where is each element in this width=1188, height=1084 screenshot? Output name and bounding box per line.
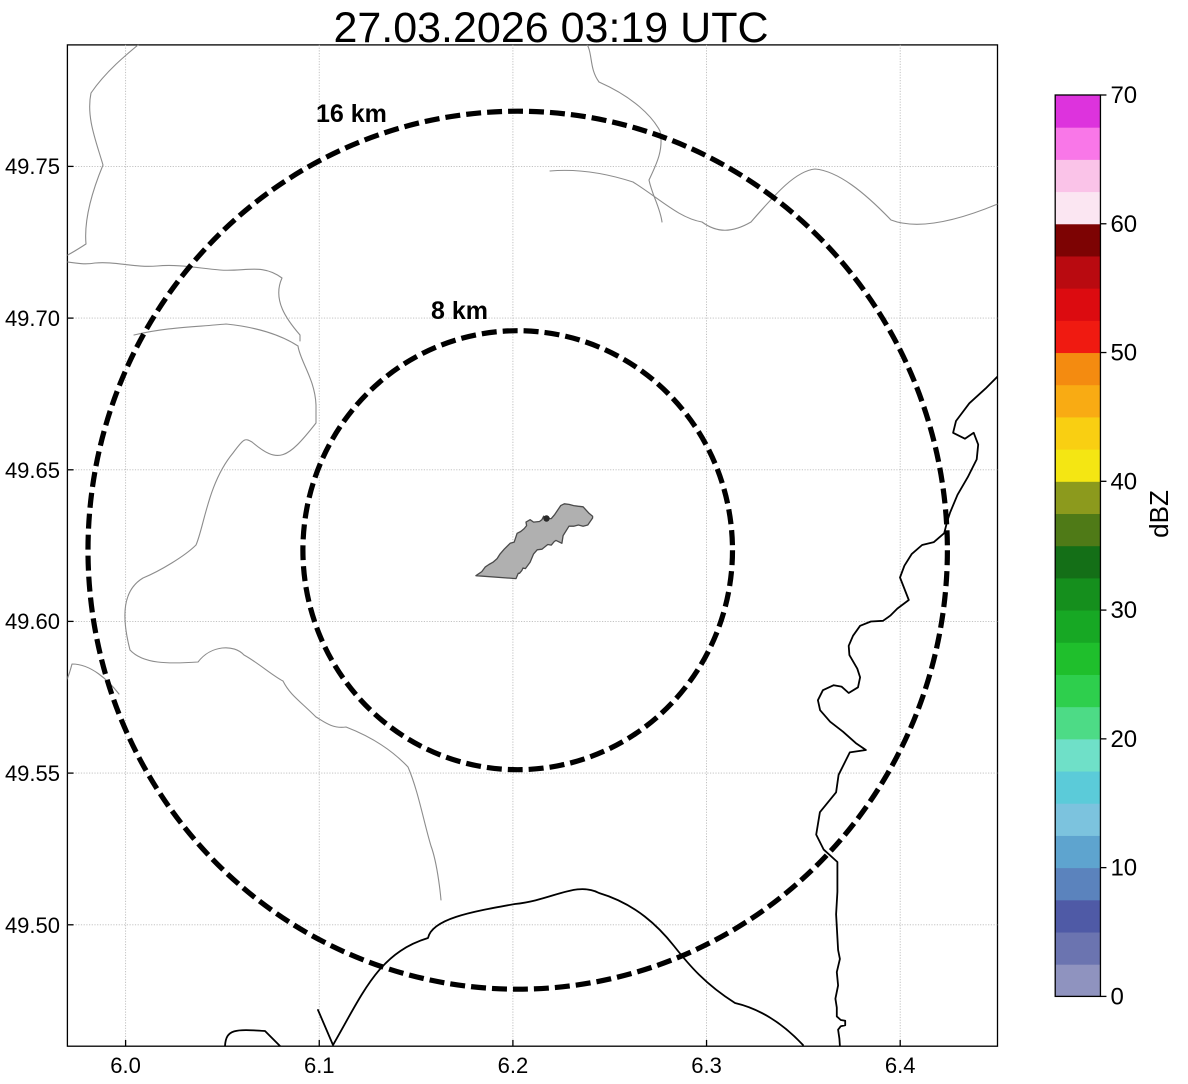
svg-text:50: 50 <box>1110 340 1137 367</box>
svg-text:8 km: 8 km <box>431 297 488 325</box>
svg-text:49.55: 49.55 <box>5 761 60 786</box>
svg-text:6.0: 6.0 <box>110 1053 141 1078</box>
svg-text:30: 30 <box>1110 597 1137 624</box>
svg-text:6.2: 6.2 <box>498 1053 529 1078</box>
svg-text:6.4: 6.4 <box>885 1053 916 1078</box>
svg-text:0: 0 <box>1110 983 1123 1010</box>
svg-text:49.50: 49.50 <box>5 913 60 938</box>
svg-text:6.1: 6.1 <box>304 1053 335 1078</box>
svg-text:10: 10 <box>1110 855 1137 882</box>
svg-text:6.3: 6.3 <box>691 1053 722 1078</box>
svg-text:40: 40 <box>1110 468 1137 495</box>
svg-text:16 km: 16 km <box>316 100 387 128</box>
svg-text:49.65: 49.65 <box>5 458 60 483</box>
svg-text:dBZ: dBZ <box>1144 490 1174 538</box>
svg-text:49.70: 49.70 <box>5 306 60 331</box>
svg-text:20: 20 <box>1110 726 1137 753</box>
svg-text:70: 70 <box>1110 82 1137 109</box>
svg-text:49.75: 49.75 <box>5 154 60 179</box>
svg-text:60: 60 <box>1110 211 1137 238</box>
svg-text:49.60: 49.60 <box>5 609 60 634</box>
